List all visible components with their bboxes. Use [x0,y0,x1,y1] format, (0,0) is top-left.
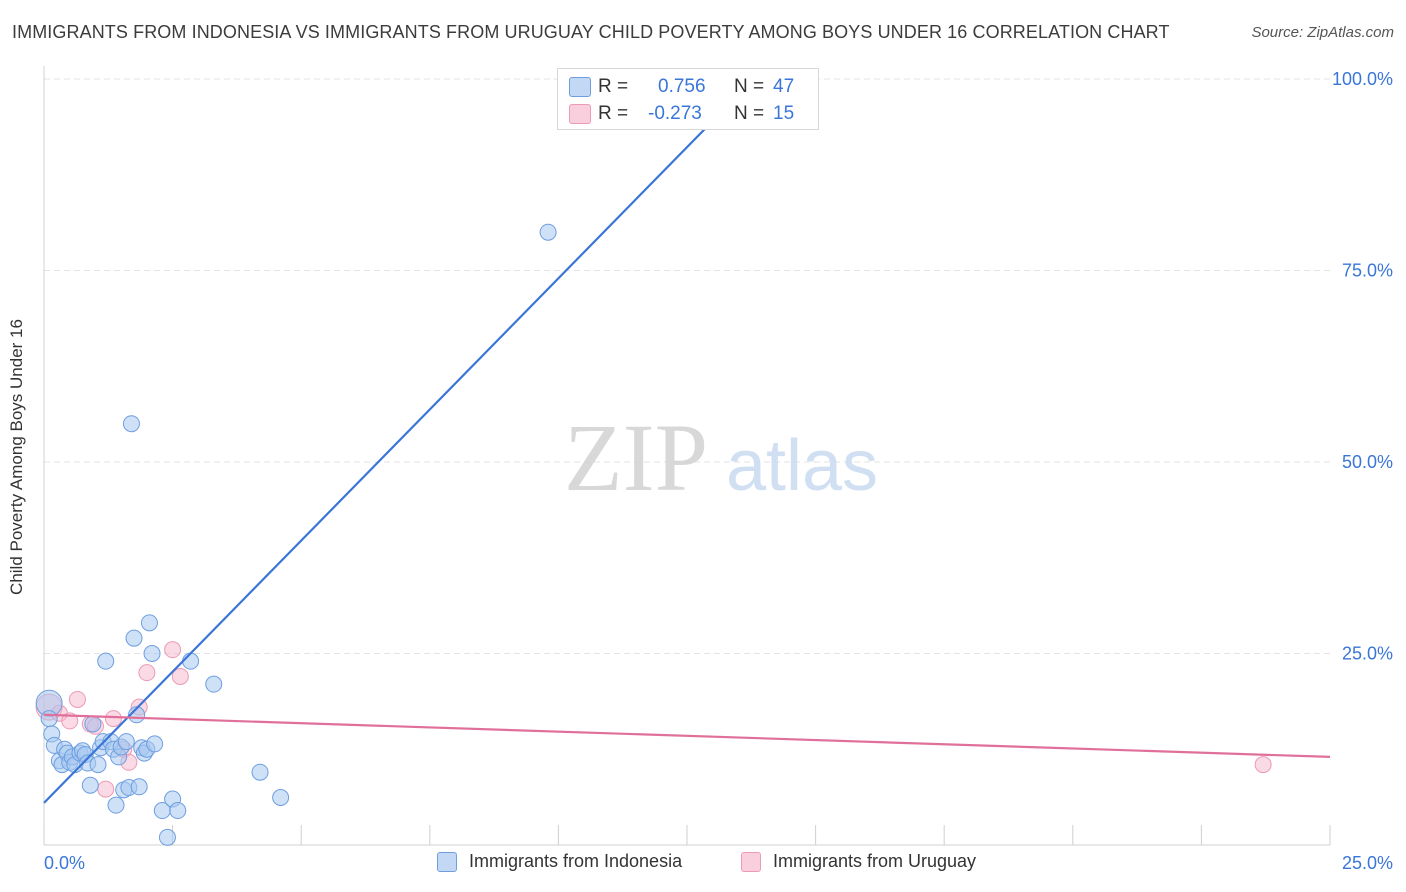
indonesia-points [35,70,598,846]
indonesia-point [89,756,107,774]
uruguay-trend-line [43,713,1331,759]
legend-label-uruguay: Immigrants from Uruguay [773,851,977,871]
indonesia-point [81,776,99,794]
indonesia-point [125,629,143,647]
indonesia-point [169,802,187,820]
source-label: Source: ZipAtlas.com [1251,24,1394,41]
y-tick-label: 75.0% [1342,261,1393,281]
y-axis-label: Child Poverty Among Boys Under 16 [7,319,26,595]
axes [43,66,1331,846]
legend-item-indonesia[interactable]: Immigrants from Indonesia [437,851,682,872]
x-tick-label: 0.0% [44,853,85,873]
uruguay-point [97,780,115,798]
chart-title: IMMIGRANTS FROM INDONESIA VS IMMIGRANTS … [12,22,1170,42]
r-label: R = [598,103,629,124]
uruguay-point [104,710,122,728]
indonesia-point [40,710,58,728]
watermark-atlas: atlas [726,426,878,506]
indonesia-point [130,778,148,796]
indonesia-point [251,763,269,781]
indonesia-point [140,614,158,632]
y-tick-label: 25.0% [1342,644,1393,664]
uruguay-point [68,690,86,708]
legend-swatch-indonesia [437,851,457,872]
uruguay-point [1254,756,1272,774]
indonesia-point [122,415,140,433]
uruguay-points [35,641,1272,798]
trend-lines [43,78,1331,804]
indonesia-point [205,675,223,693]
uruguay-point [164,641,182,659]
legend-item-uruguay[interactable]: Immigrants from Uruguay [741,851,976,872]
indonesia-point [84,715,102,733]
r-value: 0.756 [658,76,706,97]
indonesia-point [182,652,200,670]
indonesia-point [107,796,125,814]
watermark: ZIP atlas [564,404,878,511]
indonesia-point [539,223,557,241]
watermark-zip: ZIP [564,404,708,511]
y-tick-label: 100.0% [1332,69,1393,89]
indonesia-point [158,828,176,846]
uruguay-point [171,667,189,685]
x-tick-label: 25.0% [1342,853,1393,873]
indonesia-point [143,645,161,662]
indonesia-trend-line [43,78,755,804]
y-tick-label: 50.0% [1342,452,1393,472]
tick-labels: 100.0% 75.0% 50.0% 25.0% 0.0% 25.0% [44,69,1393,873]
n-value: 47 [773,76,795,97]
legend-label-indonesia: Immigrants from Indonesia [469,851,683,871]
indonesia-point [97,652,115,670]
n-label: N = [734,76,765,97]
n-value: 15 [773,103,795,124]
r-label: R = [598,76,629,97]
grid [44,78,1330,654]
n-label: N = [734,103,765,124]
uruguay-point [61,712,79,730]
indonesia-point [272,789,290,807]
indonesia-point [117,733,135,751]
series-legend: Immigrants from Indonesia Immigrants fro… [0,851,1406,877]
legend-swatch-uruguay [741,851,761,872]
stats-legend: R = 0.756 N = 47 R = -0.273 N = 15 [557,68,819,130]
r-value: -0.273 [648,103,702,124]
stats-swatch-indonesia [569,77,591,97]
indonesia-point [146,735,164,753]
uruguay-point [138,664,156,682]
stats-swatch-uruguay [569,104,591,124]
